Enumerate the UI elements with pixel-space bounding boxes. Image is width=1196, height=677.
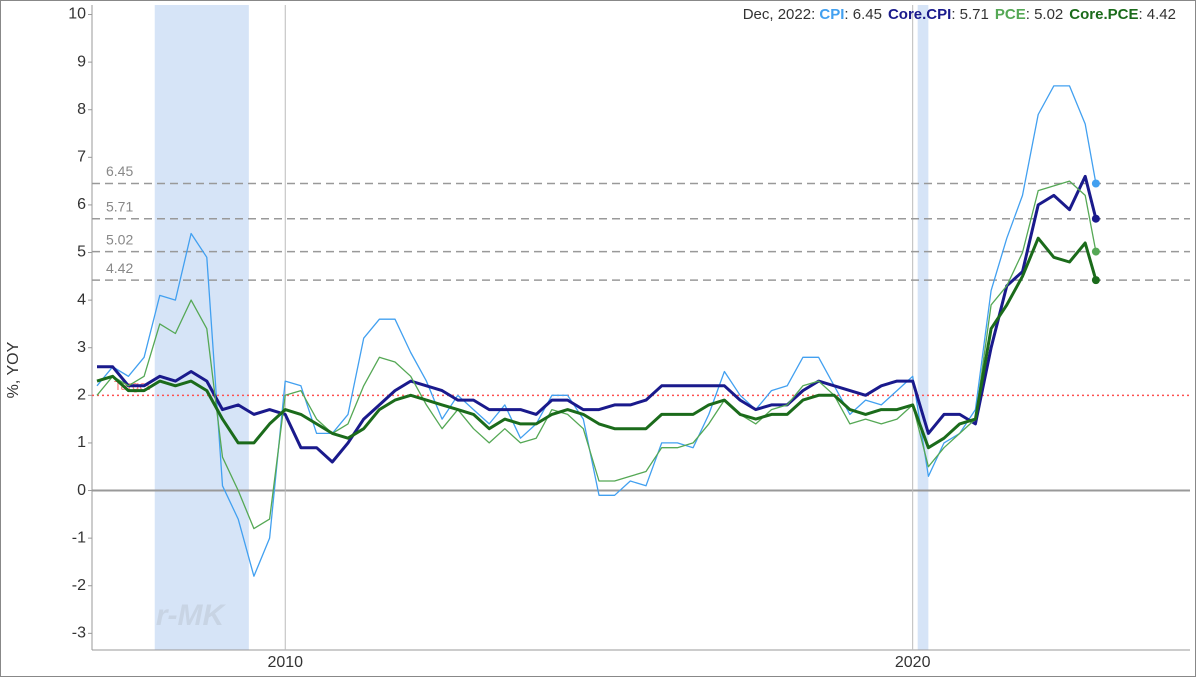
legend-value: 5.02 <box>1034 6 1064 23</box>
watermark: r-MK <box>156 599 227 632</box>
y-tick-label: -3 <box>72 625 86 642</box>
legend-date: Dec, 2022: <box>742 6 816 23</box>
y-tick-label: 4 <box>77 291 86 308</box>
last-value-label: 5.02 <box>106 231 133 247</box>
legend-value: 6.45 <box>852 6 882 23</box>
end-point <box>1091 179 1100 188</box>
x-tick-label: 2020 <box>895 654 931 671</box>
y-tick-label: 3 <box>77 339 86 356</box>
legend-name: Core.CPI <box>888 6 960 23</box>
legend-name: Core.PCE <box>1069 6 1147 23</box>
legend-value: 4.42 <box>1146 6 1176 23</box>
legend-name: CPI <box>819 6 852 23</box>
last-value-label: 5.71 <box>106 198 133 214</box>
y-axis-label: %, YOY <box>5 341 22 398</box>
series-line <box>96 236 1098 450</box>
y-tick-label: 10 <box>68 6 86 23</box>
y-tick-label: 7 <box>77 149 86 166</box>
end-point <box>1091 276 1100 285</box>
last-value-label: 6.45 <box>106 163 133 179</box>
end-point <box>1091 214 1100 223</box>
series-line <box>97 174 1098 464</box>
y-tick-label: 1 <box>77 434 86 451</box>
y-tick-label: 8 <box>77 101 86 118</box>
legend-value: 5.71 <box>959 6 989 23</box>
y-tick-label: -1 <box>72 529 86 546</box>
y-tick-label: 5 <box>77 244 86 261</box>
legend: Dec, 2022: CPI6.45 Core.CPI5.71 PCE5.02 Cor… <box>743 6 1182 23</box>
shaded-period <box>154 5 249 650</box>
y-tick-label: 0 <box>77 482 86 499</box>
y-tick-label: 6 <box>77 196 86 213</box>
last-value-label: 4.42 <box>106 260 133 276</box>
shaded-period <box>917 5 929 650</box>
y-tick-label: -2 <box>72 577 86 594</box>
series-line <box>96 85 1097 577</box>
series-line <box>96 180 1097 530</box>
legend-name: PCE <box>995 6 1034 23</box>
y-tick-label: 2 <box>77 387 86 404</box>
x-tick-label: 2010 <box>267 654 303 671</box>
end-point <box>1091 247 1100 256</box>
y-tick-label: 9 <box>77 53 86 70</box>
